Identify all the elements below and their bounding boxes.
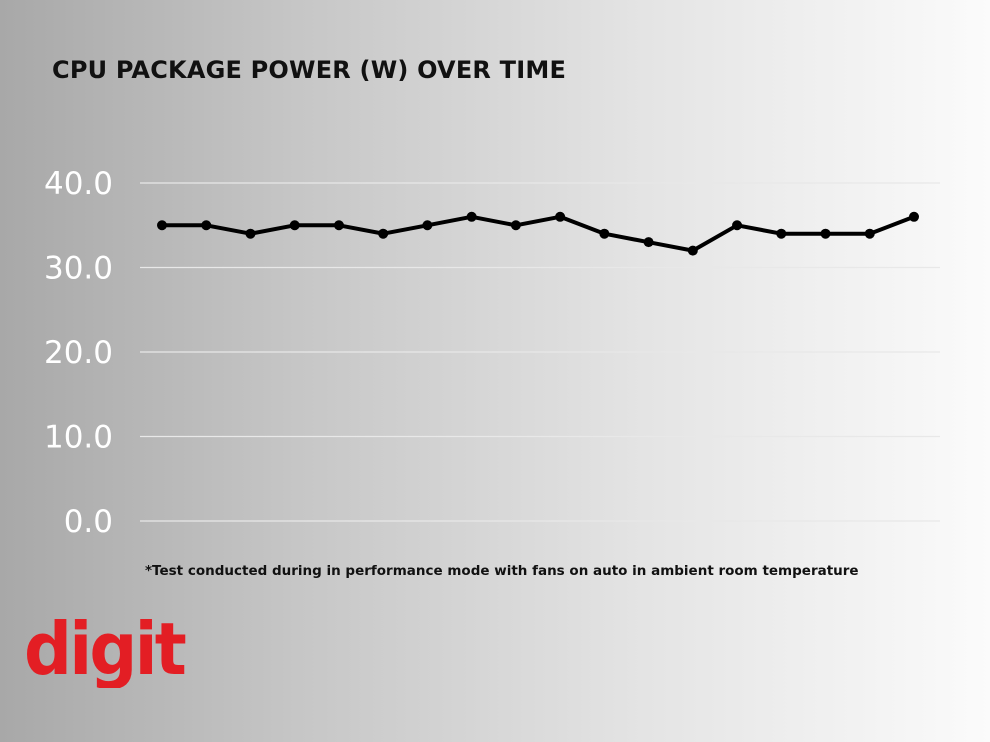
data-point: [555, 211, 566, 222]
y-tick-label: 30.0: [44, 251, 113, 287]
series-layer: [157, 211, 919, 256]
digit-logo: digit: [24, 607, 194, 692]
data-point: [510, 220, 521, 231]
data-point: [466, 211, 477, 222]
y-tick-label: 0.0: [64, 504, 113, 540]
series-line: [162, 214, 915, 253]
data-point: [732, 220, 743, 231]
data-point: [289, 220, 300, 231]
footnote: *Test conducted during in performance mo…: [145, 563, 859, 579]
data-point: [909, 211, 919, 222]
data-point: [776, 228, 787, 239]
data-point: [599, 228, 610, 239]
data-point: [333, 220, 344, 231]
data-point: [820, 228, 831, 239]
y-axis-tick-labels: 0.0 10.0 20.0 30.0 40.0: [44, 166, 113, 540]
data-point: [157, 220, 167, 231]
data-point: [378, 228, 389, 239]
svg-text:digit: digit: [24, 612, 185, 688]
y-tick-label: 10.0: [44, 420, 113, 456]
chart-title: CPU PACKAGE POWER (W) OVER TIME: [52, 56, 567, 84]
y-tick-label: 20.0: [44, 335, 113, 371]
data-point: [687, 245, 698, 256]
gridlines: [140, 182, 940, 522]
data-point: [201, 220, 212, 231]
data-point: [643, 237, 654, 248]
digit-logo-icon: digit: [24, 607, 188, 691]
data-point: [245, 228, 256, 239]
y-tick-label: 40.0: [44, 166, 113, 202]
data-point: [864, 228, 875, 239]
data-point: [422, 220, 433, 231]
